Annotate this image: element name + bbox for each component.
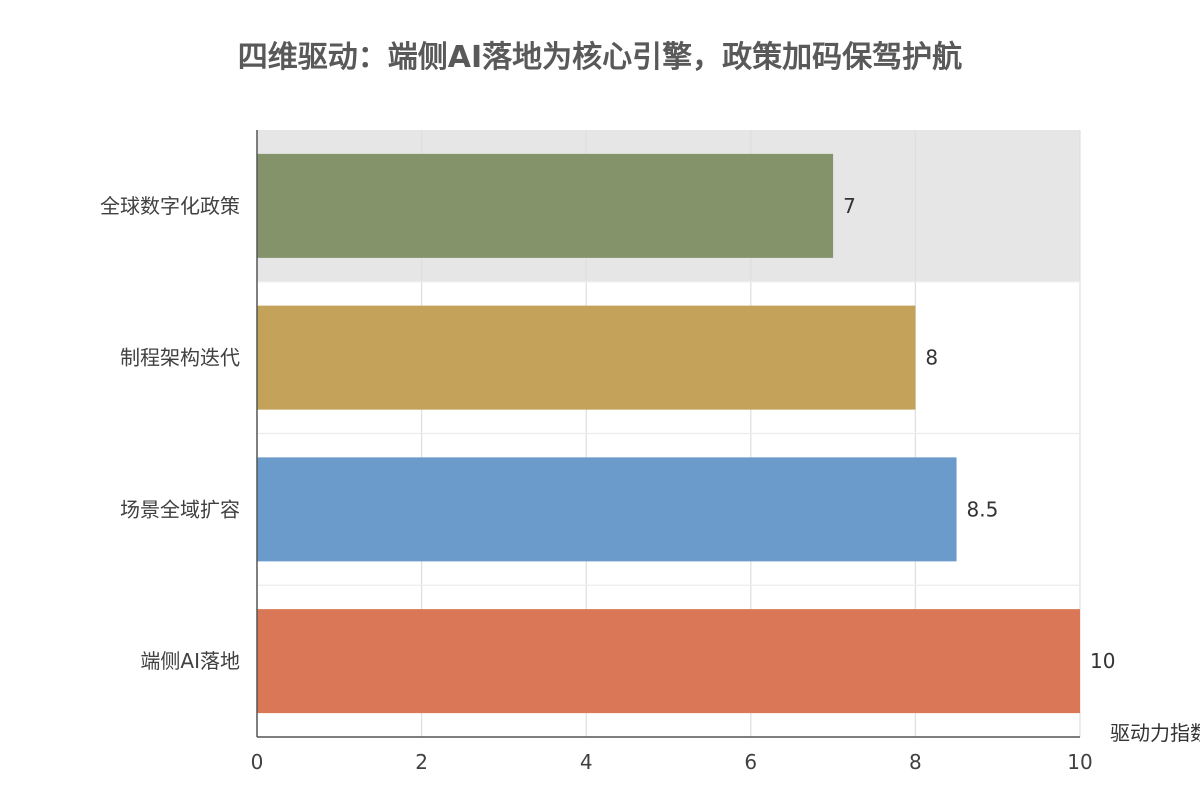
x-tick-label: 8 (909, 750, 922, 774)
x-axis-title: 驱动力指数 (1110, 721, 1200, 745)
axes (256, 130, 1080, 738)
x-tick-label: 10 (1067, 750, 1092, 774)
bars (257, 153, 1080, 714)
bar (257, 609, 1080, 714)
value-label: 8 (925, 346, 938, 370)
value-label: 7 (843, 194, 856, 218)
bar (257, 457, 957, 562)
x-tick-label: 0 (251, 750, 264, 774)
category-label: 场景全域扩容 (120, 497, 240, 521)
value-label: 8.5 (967, 497, 999, 521)
chart-title: 四维驱动：端侧AI落地为核心引擎，政策加码保驾护航 (238, 40, 962, 75)
x-tick-label: 6 (744, 750, 757, 774)
x-tick-label: 4 (580, 750, 593, 774)
bar (257, 305, 916, 410)
category-label: 制程架构迭代 (120, 346, 240, 370)
x-tick-labels: 0 2 4 6 8 10 (251, 750, 1093, 774)
bar (257, 153, 834, 258)
category-label: 端侧AI落地 (140, 649, 240, 673)
value-label: 10 (1090, 649, 1115, 673)
x-tick-label: 2 (415, 750, 428, 774)
value-labels: 7 8 8.5 10 (843, 194, 1115, 673)
category-label: 全球数字化政策 (100, 194, 240, 218)
